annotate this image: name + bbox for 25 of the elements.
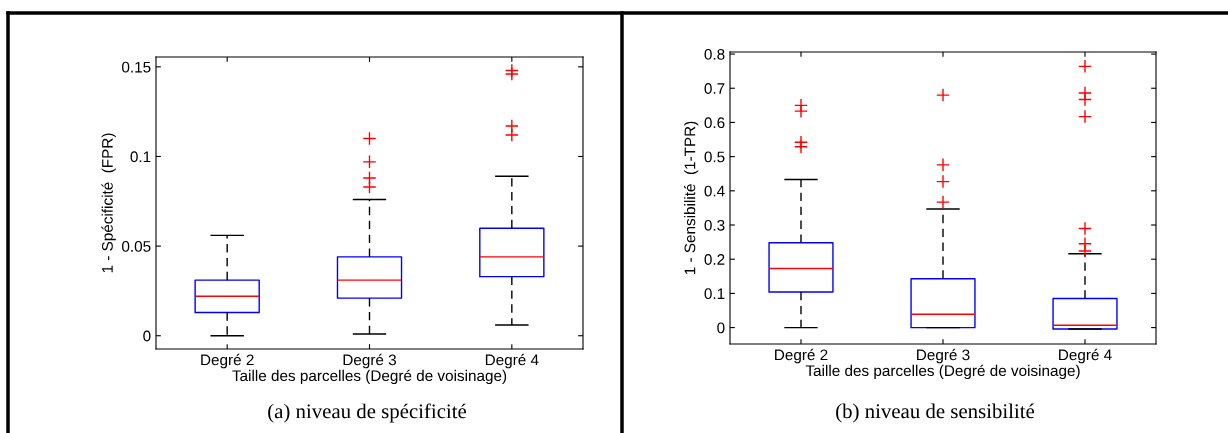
y-tick-label: 0.6 [704, 117, 725, 129]
text: (a) niveau de spécificité [268, 403, 467, 423]
x-tick-label: Degré 3 [917, 348, 970, 364]
y-tick-label: 0 [143, 330, 151, 342]
x-axis-title: Taille des parcelles (Degré de voisinage) [805, 364, 1080, 380]
x-tick-label: Degré 4 [1059, 348, 1112, 364]
text: (b) niveau de sensibilité [836, 403, 1035, 423]
x-tick-label: Degré 3 [343, 353, 397, 369]
y-tick-label: 0.2 [704, 254, 725, 265]
y-axis-title: 1 - Sensibilité (1-TPR) [683, 121, 699, 275]
y-tick-label: 0.15 [122, 61, 151, 73]
y-tick-label: 0.5 [704, 151, 725, 163]
y-tick-label: 0.05 [122, 240, 151, 252]
y-tick-label: 0.7 [704, 83, 725, 94]
x-tick-label: Degré 2 [201, 353, 254, 369]
x-tick-label: Degré 2 [775, 348, 828, 364]
y-tick-label: 0.3 [704, 219, 725, 231]
x-tick-label: Degré 4 [485, 353, 539, 369]
x-axis-title: Taille des parcelles (Degré de voisinage) [232, 369, 507, 385]
y-tick-label: 0.8 [704, 48, 725, 60]
y-axis-title: 1 - Spécificité (FPR) [101, 133, 116, 273]
y-tick-label: 0.1 [130, 151, 151, 163]
y-tick-label: 0 [717, 322, 725, 334]
y-tick-label: 0.4 [704, 185, 725, 197]
y-tick-label: 0.1 [704, 288, 725, 300]
